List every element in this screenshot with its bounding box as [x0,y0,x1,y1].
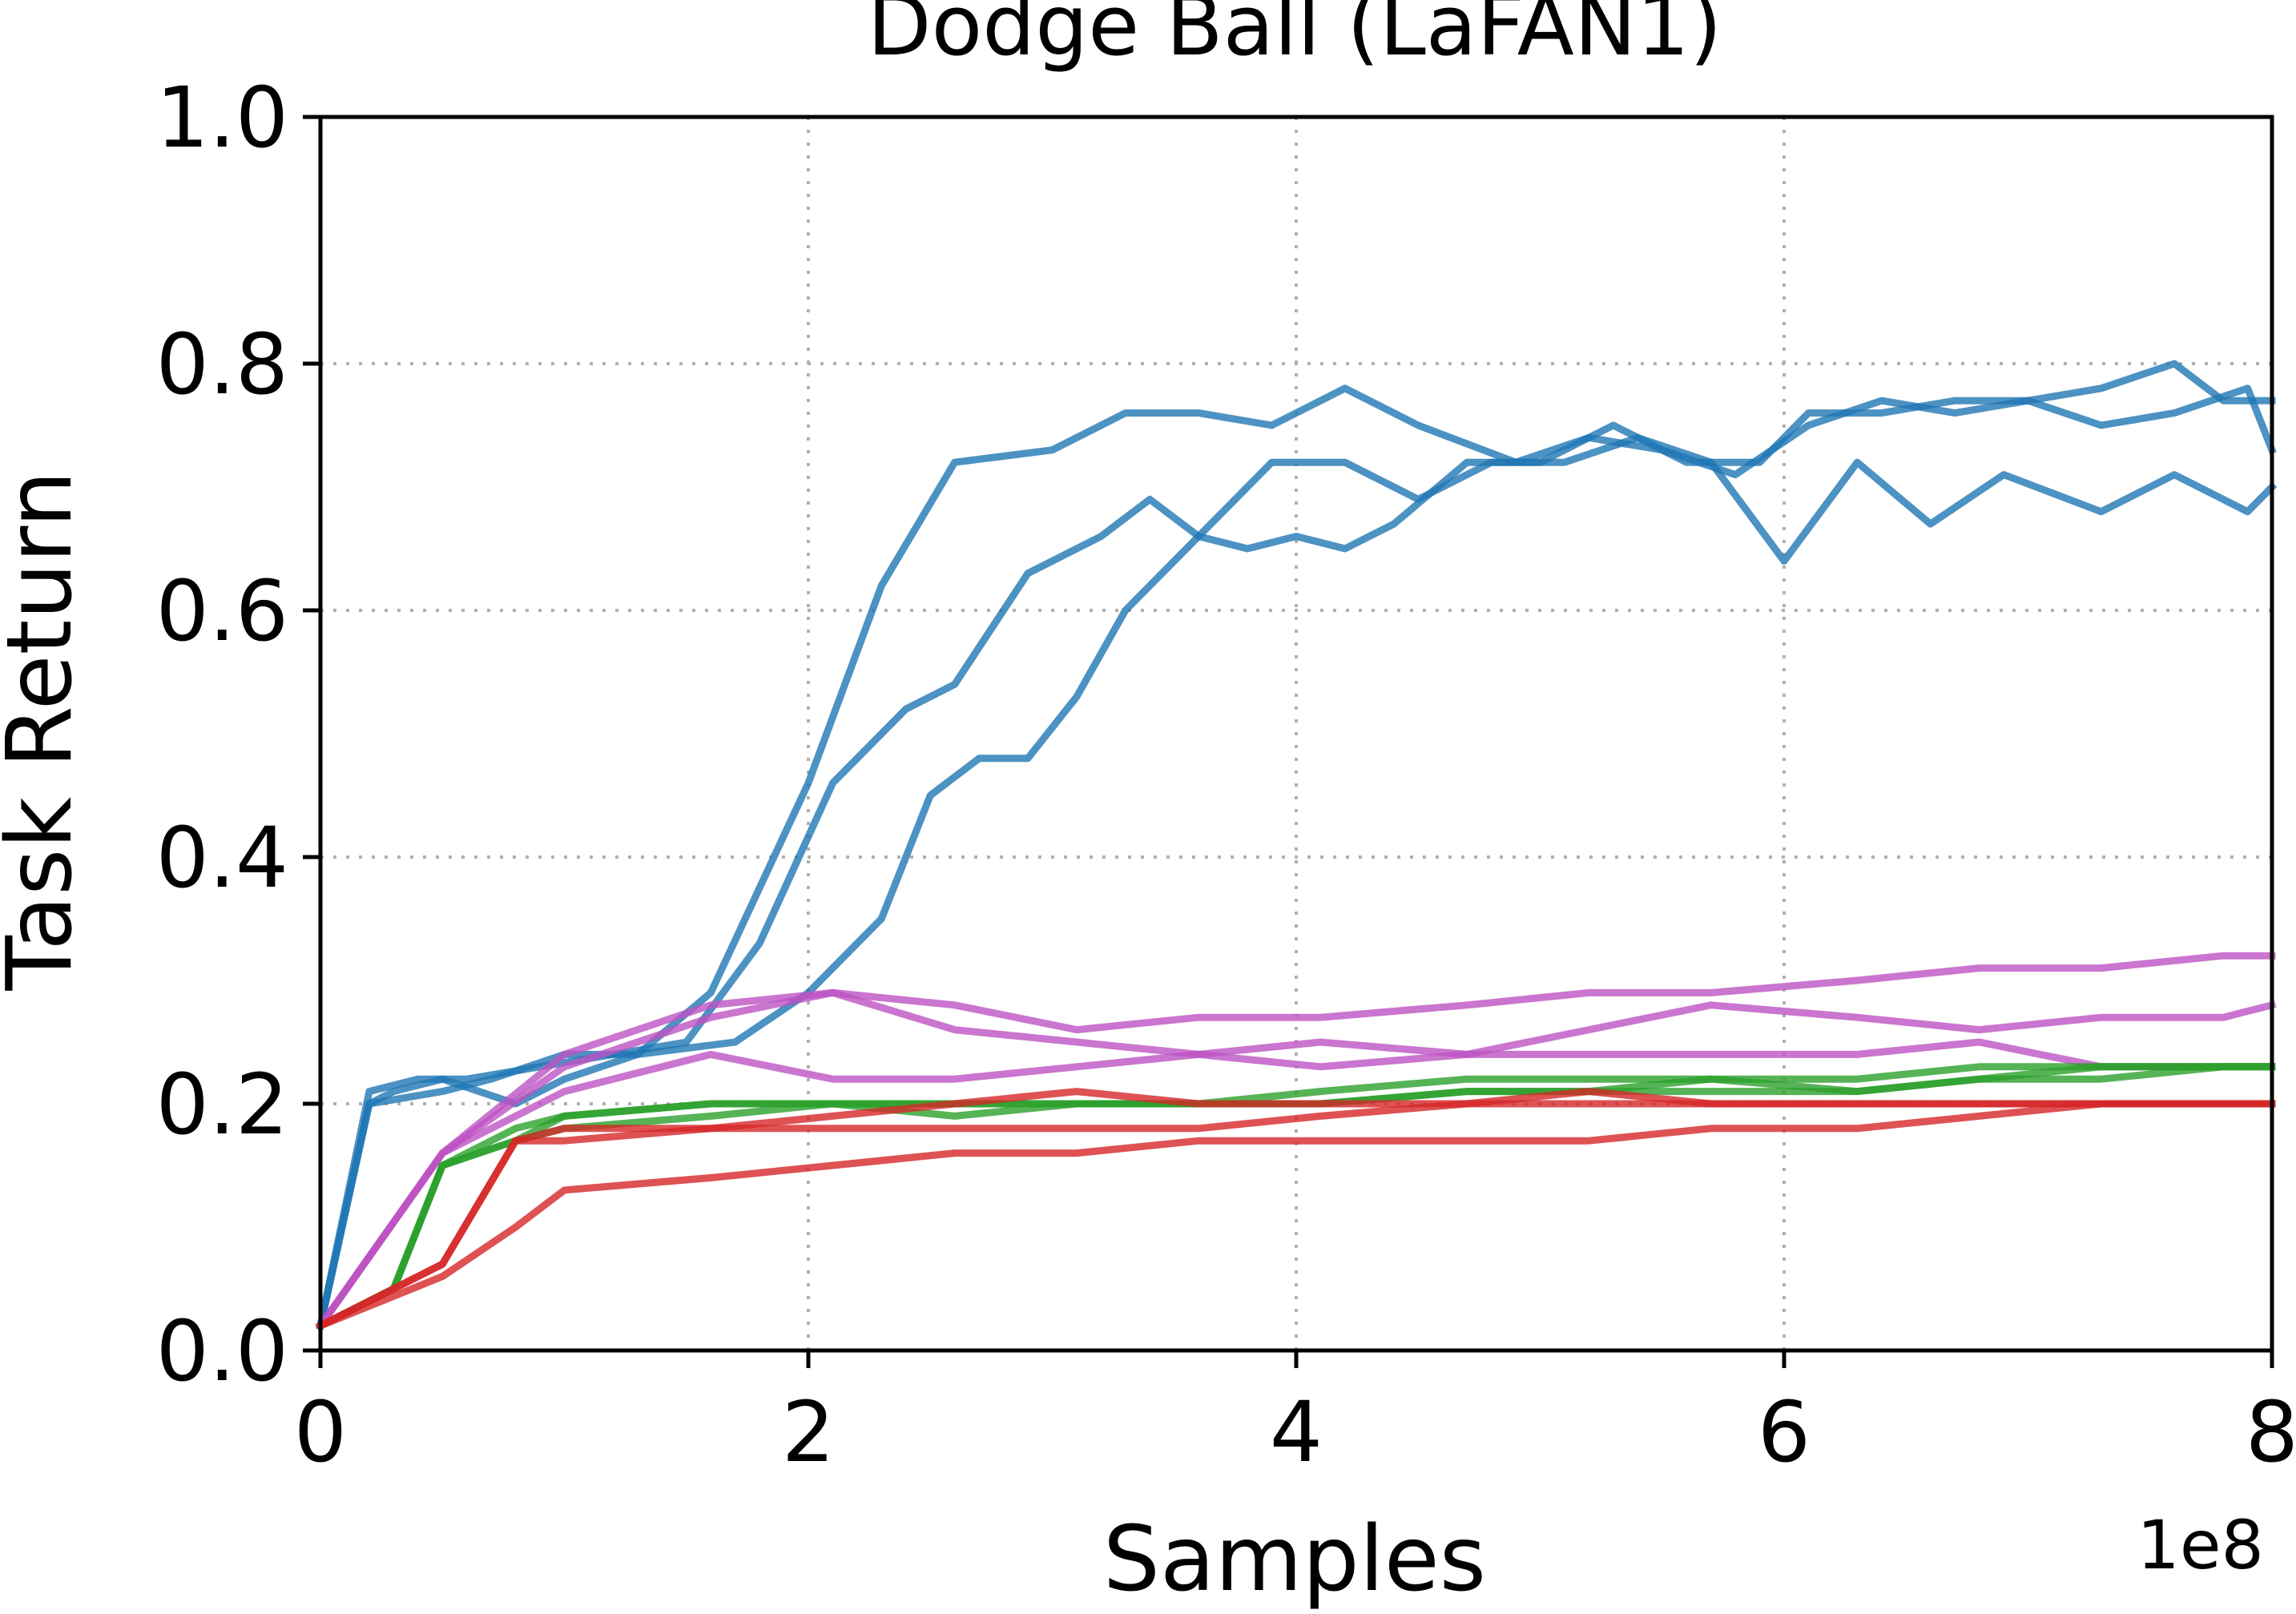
series-line-red-run-1 [316,1100,2276,1331]
x-tick-label: 4 [1270,1383,1323,1481]
y-tick-label: 1.0 [156,69,288,167]
x-tick-label: 0 [294,1383,347,1481]
chart-title: Dodge Ball (LaFAN1) [868,0,1722,74]
y-tick-label: 0.8 [156,316,288,413]
series-layer [315,360,2278,1331]
series-line-purple-run-1 [315,952,2276,1331]
series-line-purple-run-2 [315,988,2277,1331]
x-tick-label: 6 [1758,1383,1811,1481]
y-axis-label: Task Return [0,471,92,992]
y-tick-label: 0.4 [156,809,288,907]
x-tick-label: 2 [782,1383,835,1481]
series-line-blue-run-1 [316,384,2277,1330]
series-line-red-run-3 [315,1088,2276,1331]
y-tick-label: 0.2 [156,1056,288,1153]
series-line-blue-run-3 [316,433,2278,1330]
x-axis-label: Samples [1103,1507,1486,1612]
tick-layer: 0 2 4 6 8 0.0 0.2 0.4 0.6 0.8 1.0 [156,69,2296,1481]
y-tick-label: 0.6 [156,562,288,660]
series-line-purple-run-3 [315,1038,2276,1331]
x-axis-offset-label: 1e8 [2137,1506,2264,1584]
y-tick-label: 0.0 [156,1302,288,1400]
x-tick-label: 8 [2246,1383,2296,1481]
